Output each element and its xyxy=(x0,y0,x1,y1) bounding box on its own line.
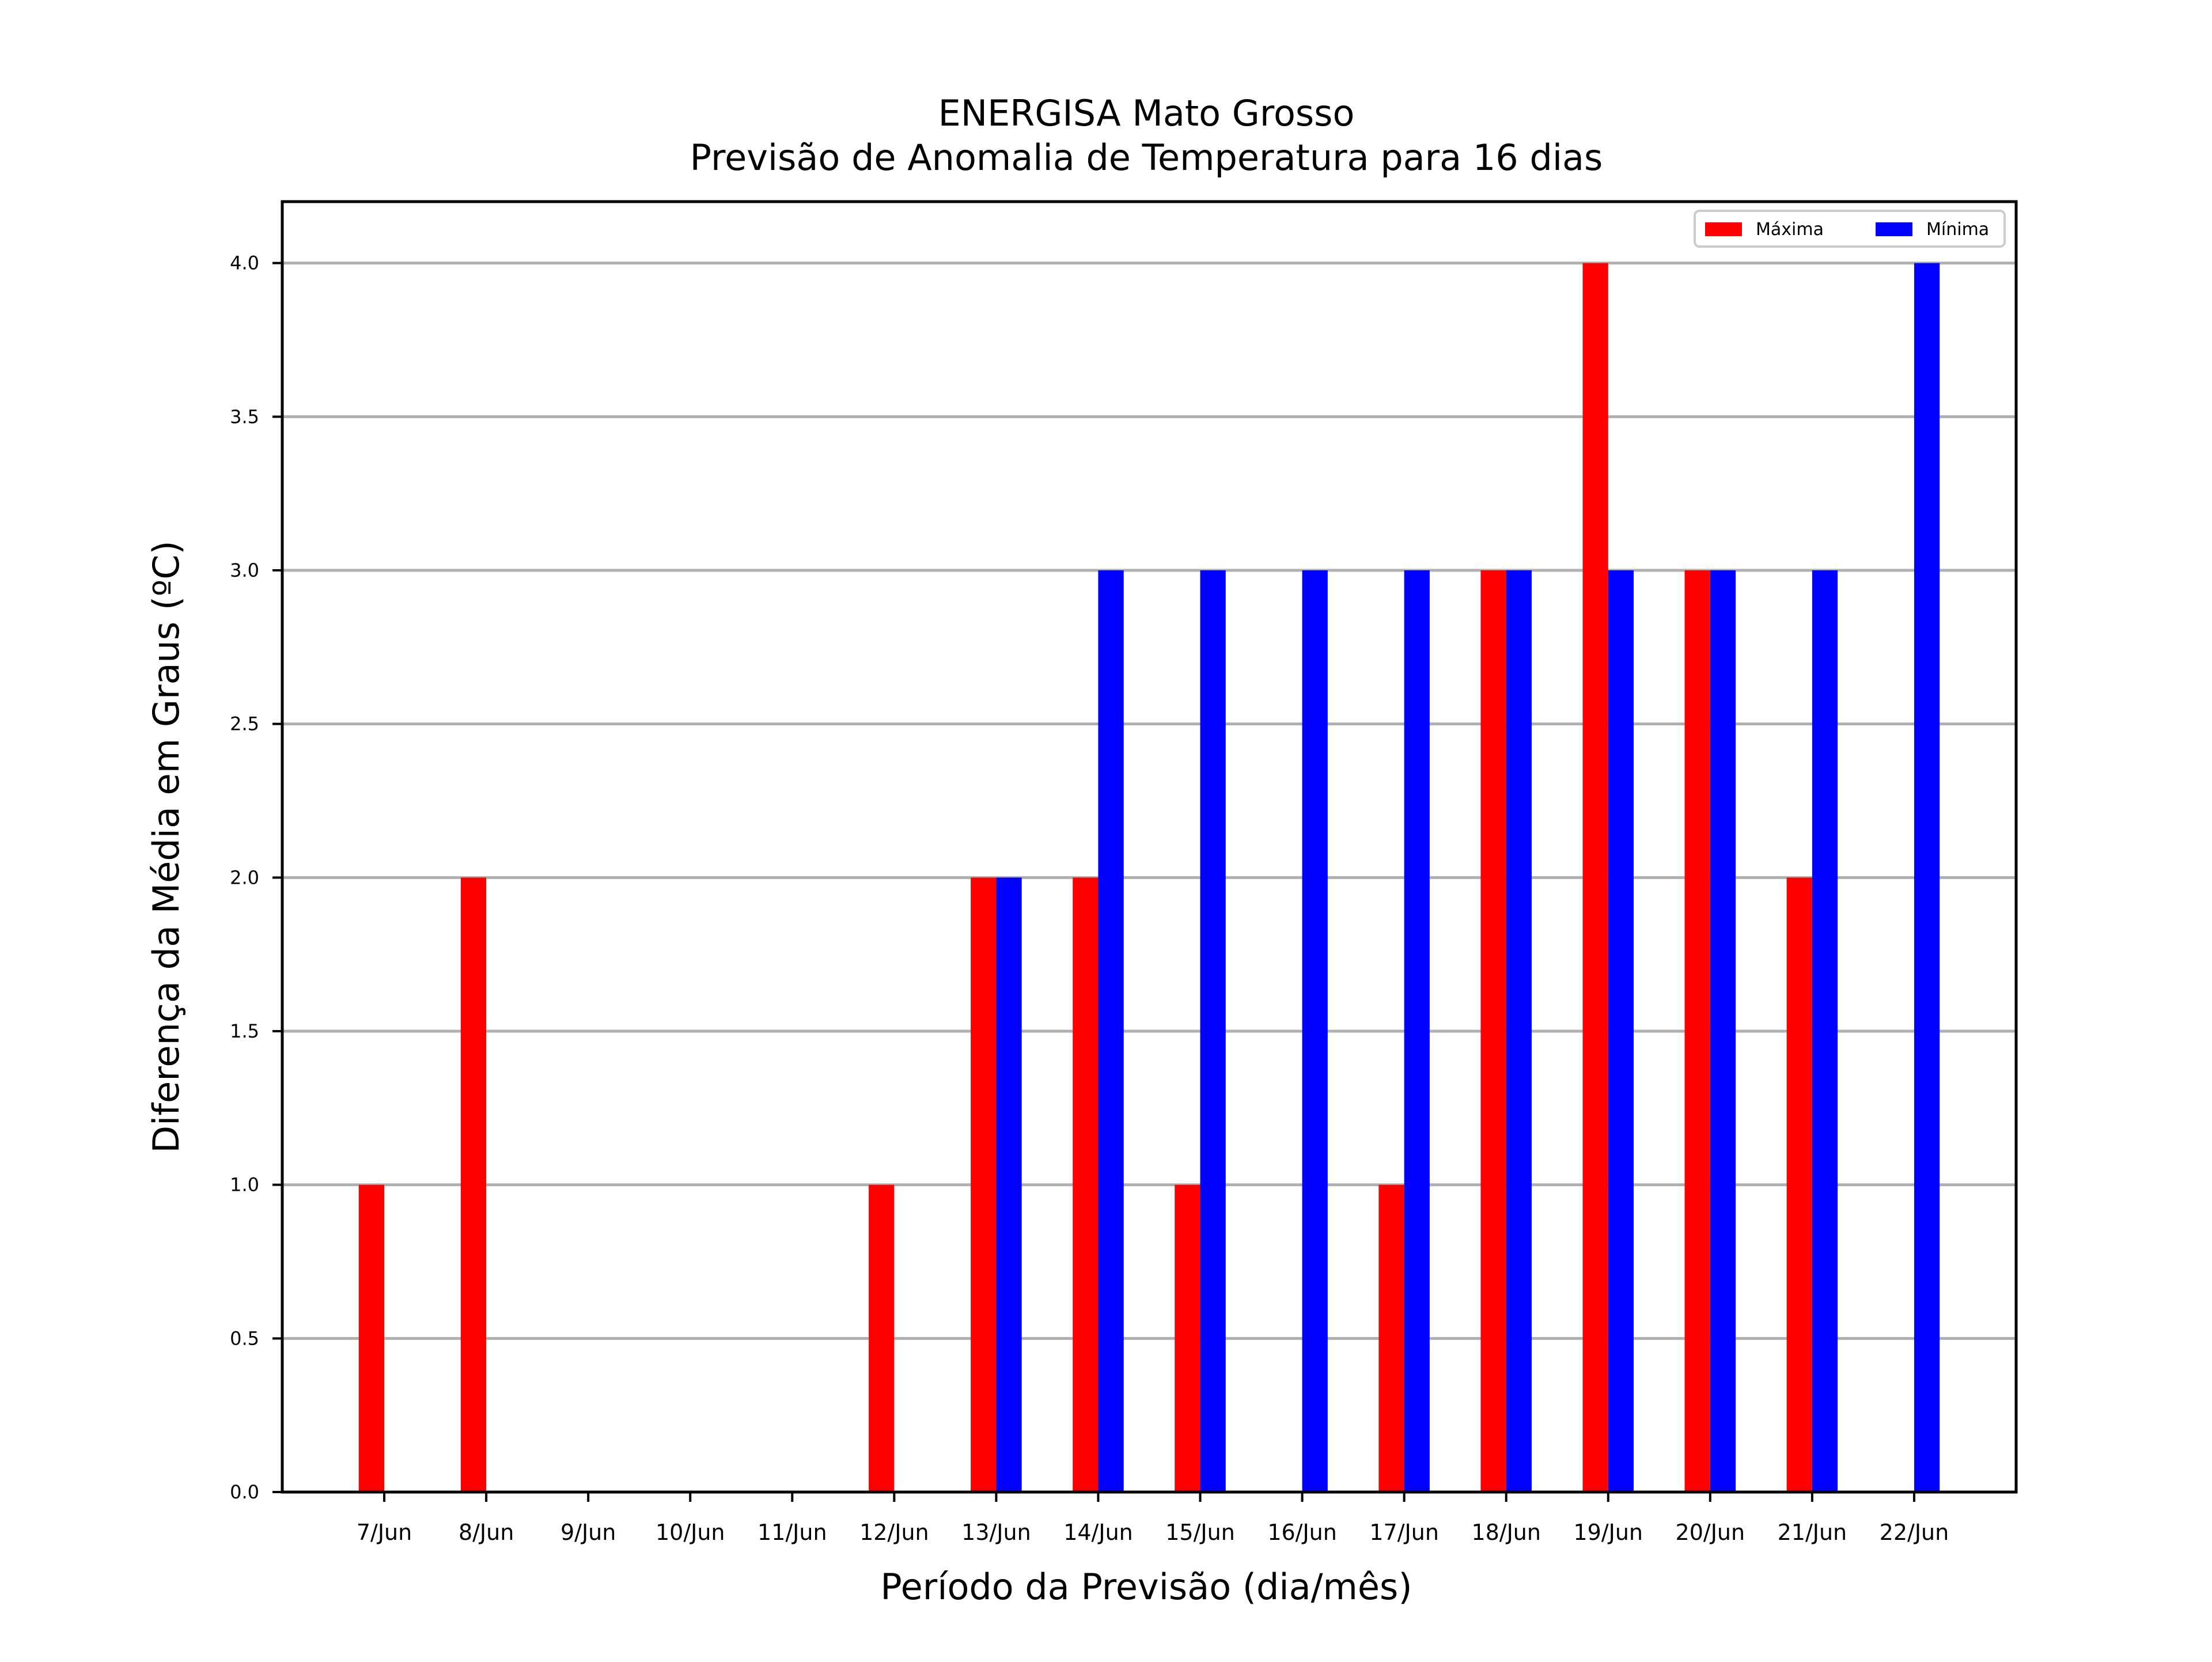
legend-label-maxima: Máxima xyxy=(1756,219,1824,240)
bar-maxima-7-jun xyxy=(358,1184,385,1492)
x-tick-label: 13/Jun xyxy=(961,1520,1031,1545)
x-tick-label: 19/Jun xyxy=(1573,1520,1643,1545)
y-tick-label: 2.0 xyxy=(230,866,259,888)
x-tick-label: 15/Jun xyxy=(1165,1520,1235,1545)
y-axis-label: Diferença da Média em Graus (ºC) xyxy=(145,540,187,1153)
x-tick-label: 7/Jun xyxy=(357,1520,412,1545)
x-tick-label: 9/Jun xyxy=(560,1520,616,1545)
bar-minima-14-jun xyxy=(1098,570,1124,1492)
y-tick-label: 4.0 xyxy=(230,252,259,274)
bar-minima-22-jun xyxy=(1914,263,1940,1492)
y-tick-label: 3.0 xyxy=(230,559,259,581)
bars-layer xyxy=(358,263,1940,1492)
x-tick-label: 8/Jun xyxy=(459,1520,514,1545)
y-tick-label: 2.5 xyxy=(230,713,259,735)
bar-minima-20-jun xyxy=(1710,570,1736,1492)
bar-maxima-12-jun xyxy=(869,1184,895,1492)
legend-swatch-maxima xyxy=(1705,222,1742,236)
bar-minima-18-jun xyxy=(1506,570,1532,1492)
legend: Máxima Mínima xyxy=(1694,210,2006,248)
bar-maxima-19-jun xyxy=(1582,263,1608,1492)
x-tick-label: 12/Jun xyxy=(859,1520,929,1545)
x-tick-label: 16/Jun xyxy=(1267,1520,1337,1545)
bar-minima-21-jun xyxy=(1812,570,1838,1492)
plot-frame xyxy=(281,200,2018,1494)
x-tick-label: 11/Jun xyxy=(757,1520,827,1545)
bar-minima-17-jun xyxy=(1404,570,1430,1492)
y-tick-label: 0.0 xyxy=(230,1481,259,1503)
y-tick-label: 1.0 xyxy=(230,1174,259,1196)
bar-maxima-17-jun xyxy=(1378,1184,1404,1492)
bar-maxima-14-jun xyxy=(1073,877,1099,1492)
y-axis-ticks: 0.0 0.5 1.0 1.5 2.0 2.5 3.0 3.5 4.0 xyxy=(230,252,282,1503)
x-tick-label: 22/Jun xyxy=(1880,1520,1949,1545)
bar-maxima-8-jun xyxy=(460,877,487,1492)
x-axis-label: Período da Previsão (dia/mês) xyxy=(880,1566,1412,1608)
y-tick-label: 0.5 xyxy=(230,1327,259,1349)
chart-subtitle: Previsão de Anomalia de Temperatura para… xyxy=(690,137,1603,179)
x-tick-label: 18/Jun xyxy=(1471,1520,1541,1545)
x-tick-label: 21/Jun xyxy=(1778,1520,1847,1545)
bar-maxima-20-jun xyxy=(1684,570,1710,1492)
bar-maxima-15-jun xyxy=(1175,1184,1200,1492)
bar-maxima-13-jun xyxy=(971,877,997,1492)
x-axis-ticks: 7/Jun 8/Jun 9/Jun 10/Jun 11/Jun 12/Jun 13/Jun 1… xyxy=(357,1492,1949,1545)
legend-swatch-minima xyxy=(1876,222,1912,236)
bar-minima-13-jun xyxy=(996,877,1022,1492)
bar-minima-15-jun xyxy=(1200,570,1226,1492)
chart-title: ENERGISA Mato Grosso xyxy=(938,92,1355,134)
legend-label-minima: Mínima xyxy=(1926,219,1989,240)
y-tick-label: 3.5 xyxy=(230,406,259,427)
y-tick-label: 1.5 xyxy=(230,1020,259,1042)
x-tick-label: 17/Jun xyxy=(1369,1520,1439,1545)
bar-maxima-18-jun xyxy=(1480,570,1506,1492)
bar-minima-16-jun xyxy=(1302,570,1328,1492)
x-tick-label: 14/Jun xyxy=(1063,1520,1133,1545)
legend-box xyxy=(1694,210,2006,248)
x-tick-label: 10/Jun xyxy=(656,1520,725,1545)
bar-maxima-21-jun xyxy=(1786,877,1812,1492)
x-tick-label: 20/Jun xyxy=(1676,1520,1745,1545)
bar-minima-19-jun xyxy=(1608,570,1634,1492)
